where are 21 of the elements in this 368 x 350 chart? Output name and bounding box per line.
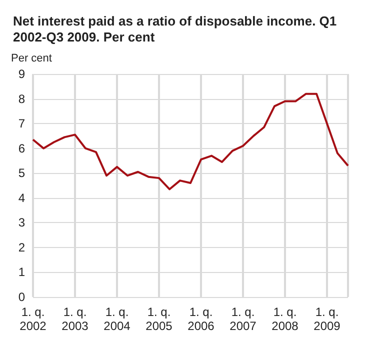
y-tick-label: 8 [18, 92, 26, 106]
y-axis-title: Per cent [11, 52, 52, 64]
y-tick-label: 2 [18, 240, 26, 254]
x-tick-label: 1. q. 2002 [20, 305, 47, 333]
x-tick-label: 1. q. 2009 [314, 305, 341, 333]
x-tick-label: 1. q. 2008 [272, 305, 299, 333]
x-tick-label: 1. q. 2007 [230, 305, 257, 333]
y-tick-label: 5 [18, 166, 26, 180]
y-tick-label: 1 [18, 265, 26, 280]
y-tick-label: 4 [18, 190, 26, 205]
x-tick-label: 1. q. 2006 [188, 305, 215, 333]
x-tick-label: 1. q. 2005 [146, 305, 173, 333]
line-series [32, 92, 349, 190]
x-tick-label: 1. q. 2004 [104, 305, 131, 333]
x-tick-label: 1. q. 2003 [62, 305, 89, 333]
chart-title: Net interest paid as a ratio of disposable income. Q1 2002-Q3 2009. Per cent [13, 14, 340, 44]
y-tick-label: 3 [18, 216, 26, 230]
y-tick-label: 9 [18, 67, 26, 81]
y-tick-label: 6 [18, 141, 26, 156]
y-tick-label: 7 [18, 116, 26, 131]
y-tick-label: 0 [18, 290, 26, 304]
